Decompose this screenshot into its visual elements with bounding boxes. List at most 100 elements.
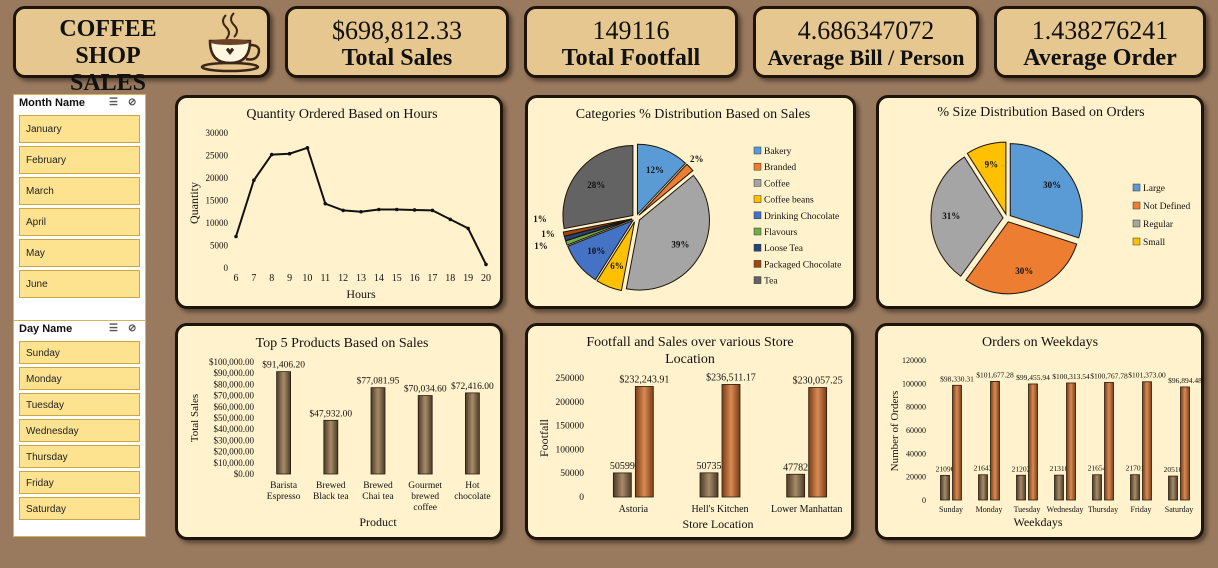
x-tick-label: Hot	[465, 481, 480, 491]
x-tick-label: 11	[320, 273, 330, 284]
chart-title: Location	[665, 352, 715, 367]
pie-slice-drinking-chocolate	[567, 219, 635, 281]
slicer-title: Month Name	[19, 97, 85, 109]
y-tick-label: 80000	[906, 403, 926, 412]
pie-slice-branded	[638, 163, 694, 216]
x-tick-label: Sunday	[939, 505, 963, 514]
y-tick-label: $0.00	[234, 469, 255, 479]
data-label: $236,511.17	[706, 372, 756, 383]
clear-filter-icon[interactable]: ⊘	[128, 323, 137, 334]
data-label: $99,455.94	[1016, 373, 1050, 382]
x-tick-label: Lower Manhattan	[771, 504, 842, 515]
data-point	[305, 146, 310, 150]
data-label: 50599	[610, 461, 635, 472]
day-slicer-item-saturday[interactable]: Saturday	[19, 497, 140, 520]
legend-entry: Packaged Chocolate	[764, 260, 841, 270]
legend-swatch	[753, 179, 762, 187]
x-tick-label: Hell's Kitchen	[691, 504, 748, 515]
data-point	[252, 178, 256, 183]
pie-slice-coffee	[625, 174, 710, 291]
y-axis-label: Total Sales	[189, 394, 201, 442]
weekday-orders-panel: Orders on Weekdays 0 20000 40000 60000 80000 1…	[875, 323, 1204, 540]
kpi-label: Average Bill / Person	[767, 45, 965, 70]
bar	[1104, 382, 1114, 501]
month-slicer-item-february[interactable]: February	[19, 146, 140, 174]
x-tick-label: 10	[302, 273, 312, 284]
y-tick-label: 60000	[906, 426, 926, 435]
x-tick-label: chocolate	[454, 492, 490, 502]
y-axis-label: Number of Orders	[889, 391, 901, 472]
data-label: 21202	[1012, 464, 1031, 473]
quantity-by-hours-panel: Quantity Ordered Based on Hours 0 5000 1000…	[175, 95, 503, 309]
size-distribution-panel: % Size Distribution Based on Orders 30% 30…	[876, 95, 1204, 309]
pie-slice-tea	[562, 144, 634, 230]
data-label: 21643	[974, 464, 993, 473]
kpi-value: 4.686347072	[797, 16, 935, 45]
month-slicer-item-may[interactable]: May	[19, 239, 140, 267]
month-slicer-header: Month Name ☰ ⊘	[14, 95, 145, 113]
bar	[978, 474, 988, 501]
kpi-label: Average Order	[1023, 45, 1177, 71]
y-tick-label: 100000	[556, 445, 585, 455]
pie-slice-small	[966, 141, 1007, 216]
bar	[1168, 475, 1178, 501]
legend-entry: Large	[1143, 184, 1165, 194]
month-slicer-item-march[interactable]: March	[19, 177, 140, 205]
legend-swatch	[753, 227, 762, 236]
x-tick-label: Astoria	[619, 504, 649, 515]
y-tick-label: 20000	[206, 173, 229, 183]
data-label: 21654	[1088, 464, 1107, 473]
day-slicer-item-wednesday[interactable]: Wednesday	[19, 419, 140, 442]
clear-filter-icon[interactable]: ⊘	[128, 97, 137, 108]
pie-slice-coffee-beans	[596, 221, 636, 292]
data-point	[359, 209, 363, 214]
month-slicer-item-april[interactable]: April	[19, 208, 140, 236]
multi-select-icon[interactable]: ☰	[109, 97, 118, 108]
x-tick-label: Wednesday	[1047, 505, 1084, 514]
legend-entry: Loose Tea	[764, 244, 804, 254]
legend-swatch	[753, 162, 762, 171]
kpi-label: Total Sales	[341, 45, 453, 71]
bar	[952, 384, 962, 501]
data-point	[323, 201, 328, 206]
bar	[1054, 474, 1064, 501]
month-slicer-item-january[interactable]: January	[19, 115, 140, 143]
legend-swatch	[753, 260, 762, 268]
kpi-total-sales: $698,812.33 Total Sales	[285, 6, 509, 78]
month-slicer-item-june[interactable]: June	[19, 270, 140, 298]
store-location-panel: Footfall and Sales over various Store Loc…	[525, 323, 854, 540]
data-label: 28%	[587, 180, 605, 190]
x-tick-label: Espresso	[267, 492, 301, 502]
x-tick-label: Tuesday	[1014, 505, 1041, 514]
legend-swatch	[1132, 219, 1141, 228]
coffee-cup-icon	[200, 12, 261, 73]
y-tick-label: $60,000.00	[214, 402, 255, 412]
data-label: 31%	[942, 211, 960, 221]
kpi-label: Total Footfall	[561, 45, 701, 71]
multi-select-icon[interactable]: ☰	[109, 323, 118, 334]
legend-entry: Branded	[764, 163, 796, 173]
y-tick-label: 40000	[906, 449, 926, 458]
bar	[276, 371, 291, 475]
x-axis-label: Store Location	[683, 517, 754, 531]
legend-swatch	[753, 211, 762, 220]
bar	[323, 419, 339, 475]
pie-slice-large	[1009, 143, 1083, 239]
chart-title: Footfall and Sales over various Store	[586, 335, 793, 350]
y-tick-label: $50,000.00	[214, 413, 255, 423]
y-tick-label: $90,000.00	[214, 368, 255, 378]
data-point	[377, 207, 381, 212]
day-slicer-item-tuesday[interactable]: Tuesday	[19, 393, 140, 416]
data-label: 1%	[533, 214, 547, 224]
data-label: $70,034.60	[404, 384, 447, 395]
chart-title: % Size Distribution Based on Orders	[937, 105, 1144, 120]
data-label: 30%	[1043, 180, 1061, 190]
category-distribution-chart: Categories % Distribution Based on Sales…	[533, 107, 841, 292]
day-slicer-item-monday[interactable]: Monday	[19, 367, 140, 390]
data-point	[269, 152, 274, 157]
x-tick-label: Chai tea	[362, 492, 394, 502]
day-slicer-item-thursday[interactable]: Thursday	[19, 445, 140, 468]
day-slicer-item-friday[interactable]: Friday	[19, 471, 140, 494]
day-slicer-item-sunday[interactable]: Sunday	[19, 341, 140, 364]
x-tick-label: Thursday	[1088, 505, 1118, 514]
